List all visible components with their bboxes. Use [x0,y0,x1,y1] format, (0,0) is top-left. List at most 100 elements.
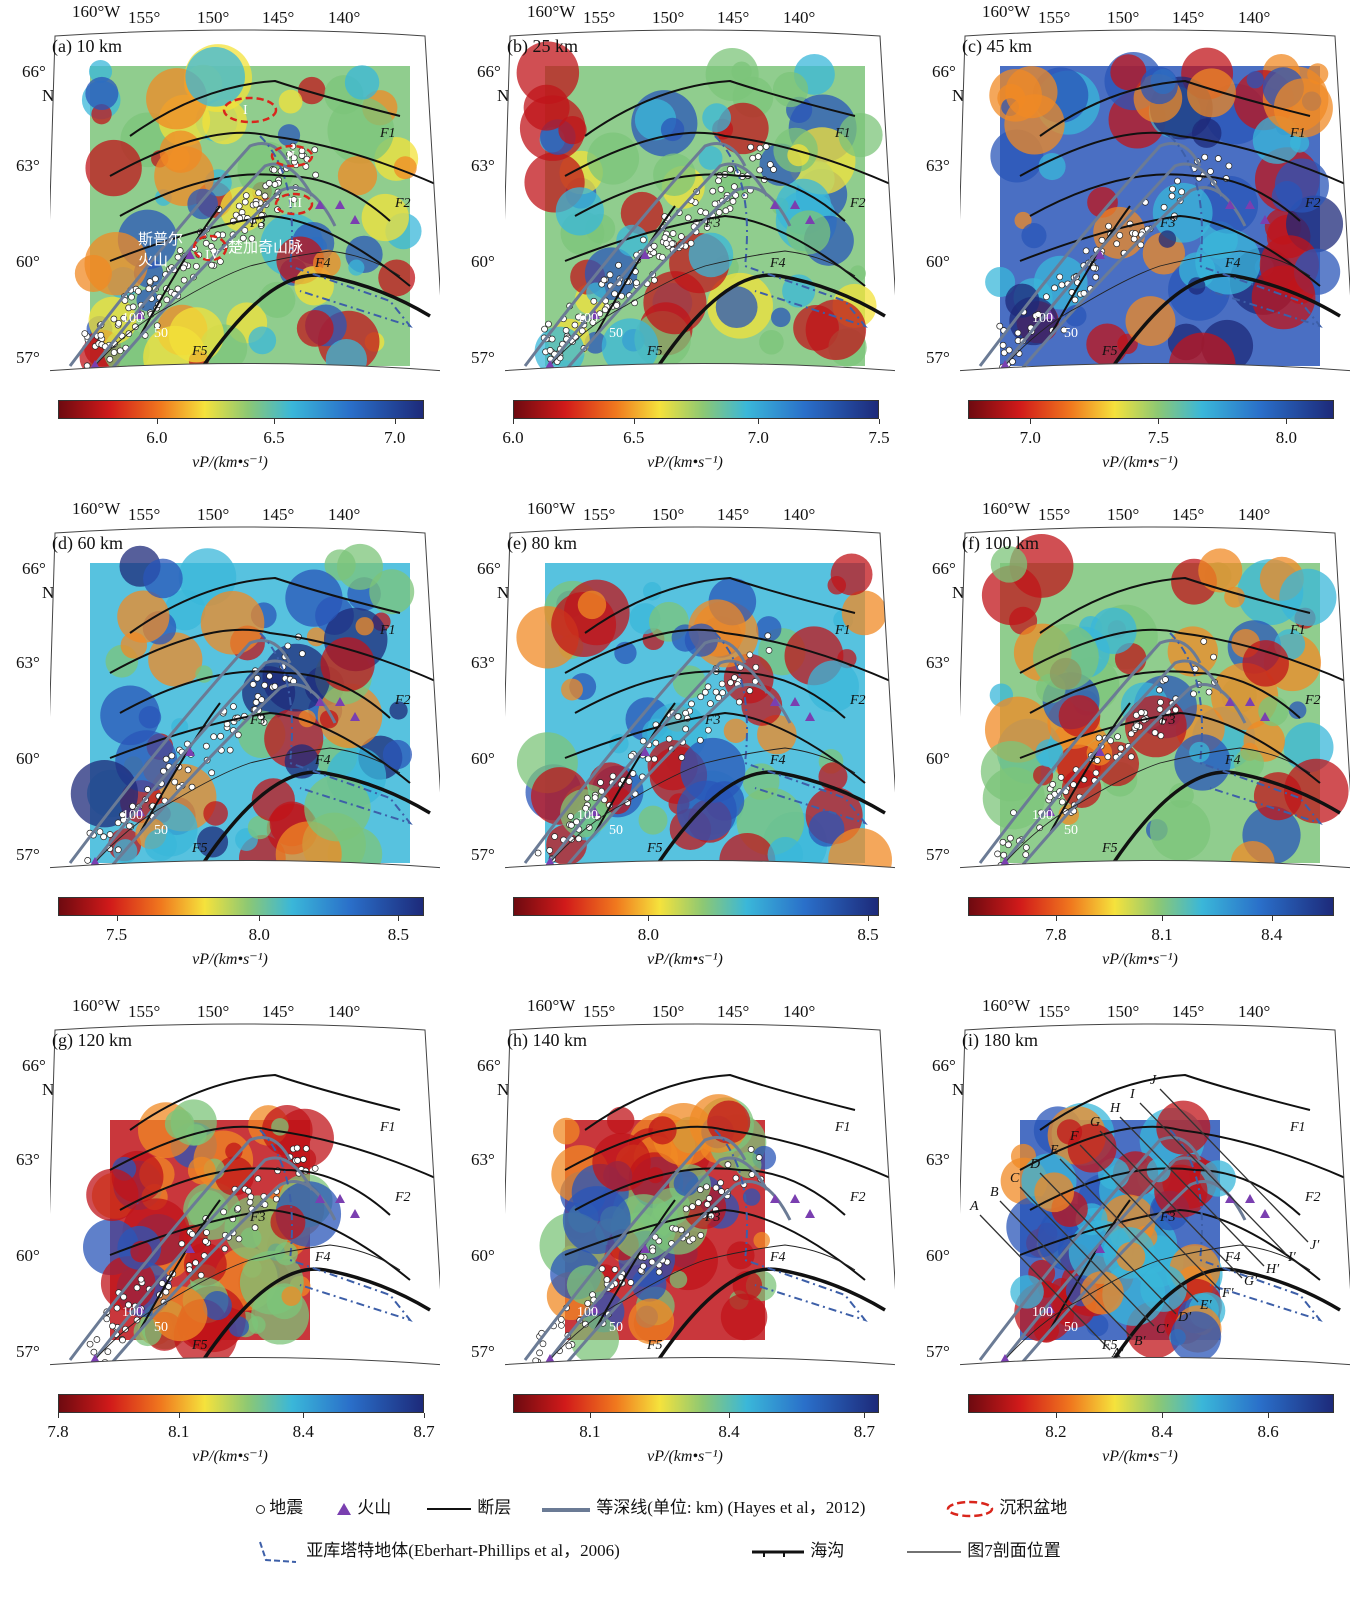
contour-label: 100 [122,1305,143,1320]
map-panel-e: 160°W 155° 150° 145° 140° 66° 63° 60° 57° N (e) 80… [465,497,905,987]
color-bar-tick-label: 8.1 [1151,925,1173,944]
legend-profile: 图7剖面位置 [905,1536,1061,1561]
profile-end-label: E′ [1200,1298,1212,1313]
color-bar-tick-label: 8.7 [853,1422,875,1441]
lon-label: 140° [328,1002,361,1021]
lat-label: 57° [16,1342,40,1361]
lon-label: 155° [583,505,616,524]
north-label: N [42,1080,55,1099]
color-bar-unit: vP/(km•s⁻¹) [1102,951,1178,968]
fault-label: F4 [1225,753,1241,768]
color-bar-tick [178,1413,180,1418]
lon-label: 150° [1107,8,1140,27]
map-panel-g: 160°W 155° 150° 145° 140° 66° 63° 60° 57° N (g) 12… [10,994,450,1484]
lon-label: 150° [652,1002,685,1021]
color-bar-tick-label: 6.0 [146,428,168,447]
color-bar-tick [1030,419,1032,424]
lon-label: 145° [262,505,295,524]
color-bar-tick-label: 7.8 [47,1422,69,1441]
lat-label: 57° [926,845,950,864]
lon-label: 140° [1238,1002,1271,1021]
lon-label: 155° [1038,1002,1071,1021]
color-bar-tick [589,1413,591,1418]
lat-label: 57° [471,845,495,864]
basin-label: III [288,196,302,211]
color-bar-tick-label: 7.0 [1019,428,1041,447]
profile-end-label: B′ [1134,1334,1146,1349]
yakutat-icon [259,1541,297,1564]
lon-label: 160°W [982,2,1031,21]
legend-contour: 等深线(单位: km) (Hayes et al，2012) [540,1493,865,1518]
lon-label: 140° [1238,505,1271,524]
lat-label: 57° [16,845,40,864]
contour-label: 50 [609,1320,623,1335]
north-label: N [952,1080,965,1099]
color-bar-tick-label: 7.5 [1147,428,1169,447]
color-bar [513,1394,879,1413]
lat-label: 60° [16,252,40,271]
lon-label: 160°W [527,499,576,518]
lon-label: 155° [583,8,616,27]
lat-label: 57° [16,348,40,367]
basin-label: II [286,149,296,164]
fault-label: F2 [850,693,866,708]
velocity-map-a [50,29,440,372]
color-bar-unit: vP/(km•s⁻¹) [647,1448,723,1465]
color-bar-tick [864,1413,866,1418]
lon-label: 150° [1107,1002,1140,1021]
fault-label: F4 [770,753,786,768]
lat-label: 60° [926,252,950,271]
lat-label: 66° [477,62,501,81]
color-bar [968,400,1334,419]
fault-label: F1 [380,1120,396,1135]
contour-label: 50 [154,823,168,838]
color-bar-tick [156,419,158,424]
lat-label: 63° [16,156,40,175]
color-bar-tick-label: 8.2 [1045,1422,1067,1441]
color-bar-tick-label: 6.5 [263,428,285,447]
fault-label: F4 [770,1250,786,1265]
fault-label: F5 [1102,841,1118,856]
map-panel-b: 160°W 155° 150° 145° 140° 66° 63° 60° 57° N (b) 25… [465,0,905,490]
color-bar-tick [394,419,396,424]
fault-label: F5 [192,1338,208,1353]
fault-label: F1 [835,126,851,141]
fault-label: F4 [315,753,331,768]
color-bar-tick [1286,419,1288,424]
lon-label: 150° [197,1002,230,1021]
fault-label: F5 [647,1338,663,1353]
profile-end-label: F′ [1222,1286,1234,1301]
color-bar-tick-label: 7.5 [105,925,128,944]
lon-label: 160°W [72,499,121,518]
color-bar-tick [1161,1413,1163,1418]
lat-label: 63° [471,1150,495,1169]
color-bar [968,1394,1334,1413]
color-bar-unit: vP/(km•s⁻¹) [1102,454,1178,471]
map-panel-a: 160°W 155° 150° 145° 140° 66° 63° 60° 57° N (a) 10… [10,0,450,490]
lon-label: 160°W [527,2,576,21]
fault-label: F5 [1102,1338,1118,1353]
color-bar-tick-label: 8.5 [857,925,879,944]
fault-label: F1 [1290,126,1306,141]
color-bar-tick-label: 7.8 [1045,925,1067,944]
color-bar-tick [259,916,261,921]
fault-label: F1 [835,1120,851,1135]
lon-label: 145° [262,1002,295,1021]
lat-label: 66° [932,1056,956,1075]
contour-label: 50 [609,326,623,341]
contour-label: 50 [1064,326,1078,341]
color-bar-tick-label: 7.0 [747,428,769,447]
profile-start-label: I [1130,1087,1135,1102]
color-bar [58,1394,424,1413]
fault-label: F2 [395,693,411,708]
color-bar [513,400,879,419]
profile-start-label: J [1150,1073,1157,1088]
color-bar-tick [633,419,635,424]
fault-label: F2 [1305,693,1321,708]
legend-volcano: 火山 [335,1493,391,1518]
panel-title: (i) 180 km [962,1030,1038,1050]
panel-title: (g) 120 km [52,1030,132,1050]
legend-trench: 海沟 [750,1536,844,1561]
color-bar-unit: vP/(km•s⁻¹) [192,454,268,471]
color-bar-tick-label: 7.0 [384,428,406,447]
